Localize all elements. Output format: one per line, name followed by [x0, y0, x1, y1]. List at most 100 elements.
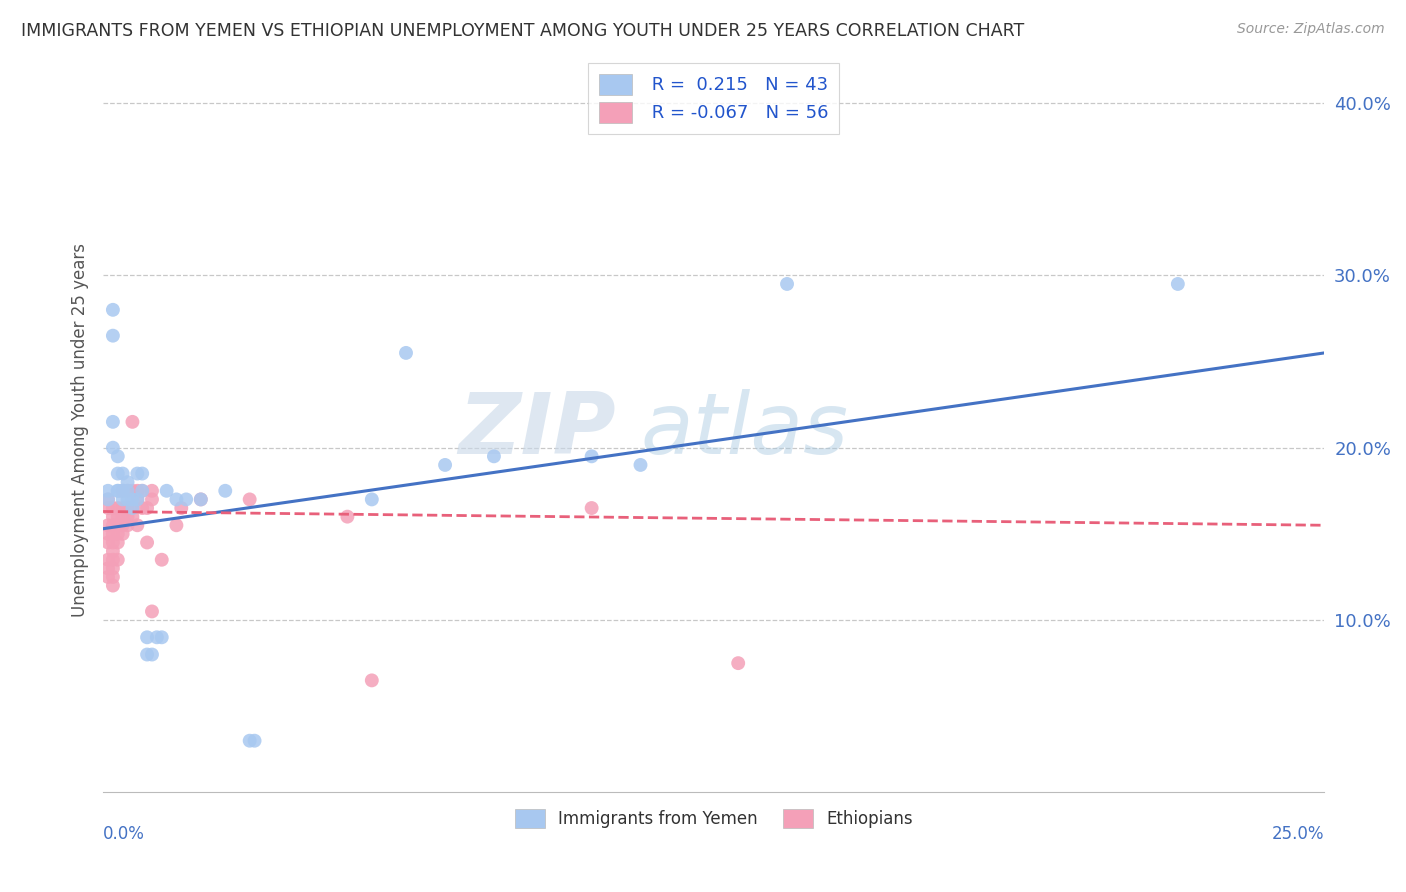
Point [97, 518, 120, 533]
Point [101, 328, 124, 343]
Point [136, 535, 159, 549]
Point [101, 441, 124, 455]
Point [101, 544, 124, 558]
Point [117, 483, 139, 498]
Point [360, 492, 382, 507]
Point [127, 492, 149, 507]
Text: Source: ZipAtlas.com: Source: ZipAtlas.com [1237, 22, 1385, 37]
Point [97, 527, 120, 541]
Point [121, 501, 143, 516]
Point [131, 483, 153, 498]
Point [141, 604, 163, 618]
Point [434, 458, 457, 472]
Point [136, 501, 159, 516]
Point [101, 302, 124, 317]
Point [127, 492, 149, 507]
Point [101, 509, 124, 524]
Point [107, 518, 129, 533]
Point [107, 535, 129, 549]
Point [101, 535, 124, 549]
Text: ZIP: ZIP [458, 389, 616, 472]
Point [121, 509, 143, 524]
Point [107, 509, 129, 524]
Legend: Immigrants from Yemen, Ethiopians: Immigrants from Yemen, Ethiopians [508, 802, 920, 835]
Point [121, 483, 143, 498]
Point [360, 673, 382, 688]
Point [136, 648, 159, 662]
Point [214, 483, 236, 498]
Text: IMMIGRANTS FROM YEMEN VS ETHIOPIAN UNEMPLOYMENT AMONG YOUTH UNDER 25 YEARS CORRE: IMMIGRANTS FROM YEMEN VS ETHIOPIAN UNEMP… [21, 22, 1025, 40]
Text: 0.0%: 0.0% [103, 825, 145, 843]
Point [107, 450, 129, 464]
Point [190, 492, 212, 507]
Point [117, 492, 139, 507]
Point [136, 630, 159, 644]
Point [131, 467, 153, 481]
Point [395, 346, 418, 360]
Point [174, 492, 197, 507]
Point [117, 518, 139, 533]
Point [101, 518, 124, 533]
Point [165, 518, 187, 533]
Point [97, 492, 120, 507]
Point [97, 553, 120, 567]
Point [111, 483, 134, 498]
Point [239, 733, 262, 747]
Point [117, 509, 139, 524]
Point [121, 492, 143, 507]
Point [141, 648, 163, 662]
Point [141, 483, 163, 498]
Point [107, 501, 129, 516]
Point [727, 656, 749, 670]
Point [111, 501, 134, 516]
Point [170, 501, 193, 516]
Point [97, 570, 120, 584]
Point [111, 518, 134, 533]
Point [150, 630, 173, 644]
Point [107, 527, 129, 541]
Point [581, 501, 603, 516]
Point [243, 733, 266, 747]
Point [127, 483, 149, 498]
Point [97, 535, 120, 549]
Point [165, 492, 187, 507]
Point [127, 518, 149, 533]
Point [630, 458, 652, 472]
Point [190, 492, 212, 507]
Point [131, 483, 153, 498]
Point [121, 415, 143, 429]
Text: 25.0%: 25.0% [1272, 825, 1324, 843]
Point [97, 492, 120, 507]
Point [97, 561, 120, 575]
Point [111, 509, 134, 524]
Point [101, 570, 124, 584]
Point [107, 553, 129, 567]
Point [776, 277, 799, 291]
Point [111, 483, 134, 498]
Point [101, 527, 124, 541]
Y-axis label: Unemployment Among Youth under 25 years: Unemployment Among Youth under 25 years [72, 244, 89, 617]
Point [111, 483, 134, 498]
Point [97, 501, 120, 516]
Point [97, 483, 120, 498]
Point [150, 553, 173, 567]
Point [117, 501, 139, 516]
Point [1167, 277, 1189, 291]
Point [117, 475, 139, 490]
Point [581, 450, 603, 464]
Point [117, 483, 139, 498]
Point [101, 578, 124, 592]
Point [111, 492, 134, 507]
Point [107, 483, 129, 498]
Point [482, 450, 505, 464]
Point [156, 483, 179, 498]
Point [111, 527, 134, 541]
Point [127, 467, 149, 481]
Point [131, 501, 153, 516]
Point [111, 467, 134, 481]
Text: atlas: atlas [641, 389, 848, 472]
Point [101, 415, 124, 429]
Point [107, 467, 129, 481]
Point [121, 501, 143, 516]
Point [101, 561, 124, 575]
